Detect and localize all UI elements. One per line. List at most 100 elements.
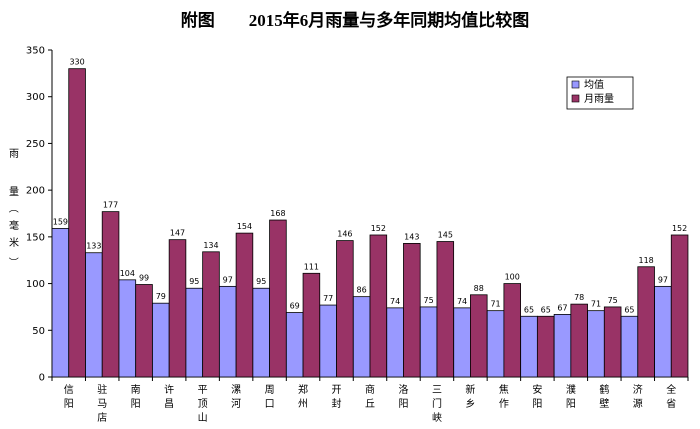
data-label: 78 — [574, 293, 584, 302]
bar-monthly — [670, 234, 689, 378]
bar-monthly — [369, 234, 388, 378]
category-label: 阳 — [398, 398, 408, 410]
data-label: 152 — [371, 224, 386, 233]
category-label: 阳 — [566, 398, 576, 410]
category-label: 济 — [633, 383, 643, 396]
category-label: 店 — [97, 411, 107, 424]
bar-monthly — [168, 239, 187, 378]
category-label: 商 — [365, 383, 375, 396]
category-label: 门 — [432, 397, 442, 410]
bar-mean — [486, 310, 505, 378]
y-axis-label-char: 米 — [9, 236, 19, 249]
bar-mean — [118, 279, 137, 378]
bar-monthly — [503, 283, 521, 378]
bar-mean — [419, 306, 438, 378]
data-label: 104 — [120, 269, 135, 278]
bar-mean — [352, 296, 371, 378]
y-tick-label: 0 — [39, 373, 45, 384]
bar-monthly — [403, 242, 421, 378]
data-label: 100 — [505, 273, 520, 282]
category-label: 许 — [164, 384, 174, 396]
category-label: 洛 — [398, 383, 408, 396]
data-label: 75 — [424, 296, 434, 305]
category-label: 漯 — [231, 384, 241, 396]
y-tick-label: 300 — [26, 92, 45, 103]
category-label: 马 — [97, 398, 107, 410]
category-label: 山 — [198, 412, 208, 424]
y-axis-label-char: ） — [7, 257, 19, 267]
category-label: 州 — [298, 398, 308, 410]
bar-monthly — [536, 315, 555, 378]
bar-monthly — [101, 211, 120, 378]
data-label: 95 — [189, 277, 199, 286]
y-axis-label-char: 量 — [9, 186, 19, 198]
data-labels: 159 330 133 177 104 99 79 147 95 134 97 154 95 168 69 1… — [53, 58, 688, 315]
bars — [51, 68, 689, 378]
legend-label: 月雨量 — [584, 93, 614, 105]
category-label: 壁 — [599, 397, 609, 410]
y-tick-label: 200 — [26, 186, 45, 197]
category-label: 河 — [231, 398, 241, 410]
bar-mean — [51, 228, 70, 378]
data-label: 143 — [404, 232, 419, 241]
category-label: 口 — [265, 399, 275, 410]
category-label: 丘 — [365, 398, 375, 410]
bar-monthly — [470, 294, 488, 378]
category-label: 濮 — [566, 383, 576, 396]
category-label: 南 — [131, 383, 141, 396]
data-label: 69 — [290, 302, 300, 311]
data-label: 154 — [237, 222, 252, 231]
bar-mean — [386, 307, 404, 378]
category-labels: 信阳驻马店南阳许昌平顶山漯河周口郑州开封商丘洛阳三门峡新乡焦作安阳濮阳鹤壁济源全… — [64, 383, 677, 424]
data-label: 147 — [170, 229, 185, 238]
data-label: 75 — [608, 296, 618, 305]
bar-mean — [319, 304, 337, 378]
bar-monthly — [436, 241, 455, 378]
category-label: 峡 — [432, 411, 442, 424]
data-label: 71 — [591, 300, 601, 309]
category-label: 阳 — [64, 398, 74, 410]
bar-monthly — [135, 284, 153, 378]
data-label: 146 — [337, 230, 352, 239]
data-label: 88 — [474, 284, 484, 293]
data-label: 65 — [541, 305, 551, 314]
category-label: 源 — [633, 397, 643, 410]
y-tick-label: 150 — [26, 232, 45, 243]
chart-title: 附图 2015年6月雨量与多年同期均值比较图 — [181, 10, 530, 30]
legend-swatch — [571, 94, 580, 103]
data-label: 74 — [457, 297, 467, 306]
data-label: 330 — [69, 58, 84, 67]
bar-mean — [152, 302, 170, 378]
category-label: 封 — [332, 397, 342, 410]
data-label: 86 — [357, 286, 367, 295]
y-tick-label: 250 — [26, 139, 45, 150]
category-label: 顶 — [198, 398, 208, 410]
data-label: 74 — [390, 297, 400, 306]
bar-mean — [620, 315, 639, 378]
data-label: 95 — [256, 277, 266, 286]
data-label: 134 — [203, 241, 218, 250]
data-label: 159 — [53, 217, 68, 226]
legend-swatch — [571, 80, 580, 89]
category-label: 焦 — [499, 383, 509, 396]
data-label: 65 — [524, 305, 534, 314]
category-label: 平 — [198, 385, 208, 396]
bar-monthly — [68, 68, 86, 378]
bar-monthly — [570, 303, 588, 378]
bar-mean — [553, 314, 572, 378]
data-label: 71 — [490, 300, 500, 309]
category-label: 郑 — [298, 383, 308, 396]
data-label: 168 — [270, 209, 285, 218]
bar-mean — [85, 252, 103, 378]
y-axis-label: 雨量 （ 毫米 ） — [7, 149, 19, 267]
category-label: 阳 — [131, 398, 141, 410]
data-label: 97 — [223, 275, 233, 284]
data-label: 145 — [438, 231, 453, 240]
data-label: 79 — [156, 292, 166, 301]
y-tick-label: 50 — [32, 326, 45, 337]
bar-mean — [219, 285, 237, 378]
bar-monthly — [637, 266, 655, 378]
data-label: 67 — [557, 303, 567, 312]
bar-mean — [285, 312, 304, 378]
